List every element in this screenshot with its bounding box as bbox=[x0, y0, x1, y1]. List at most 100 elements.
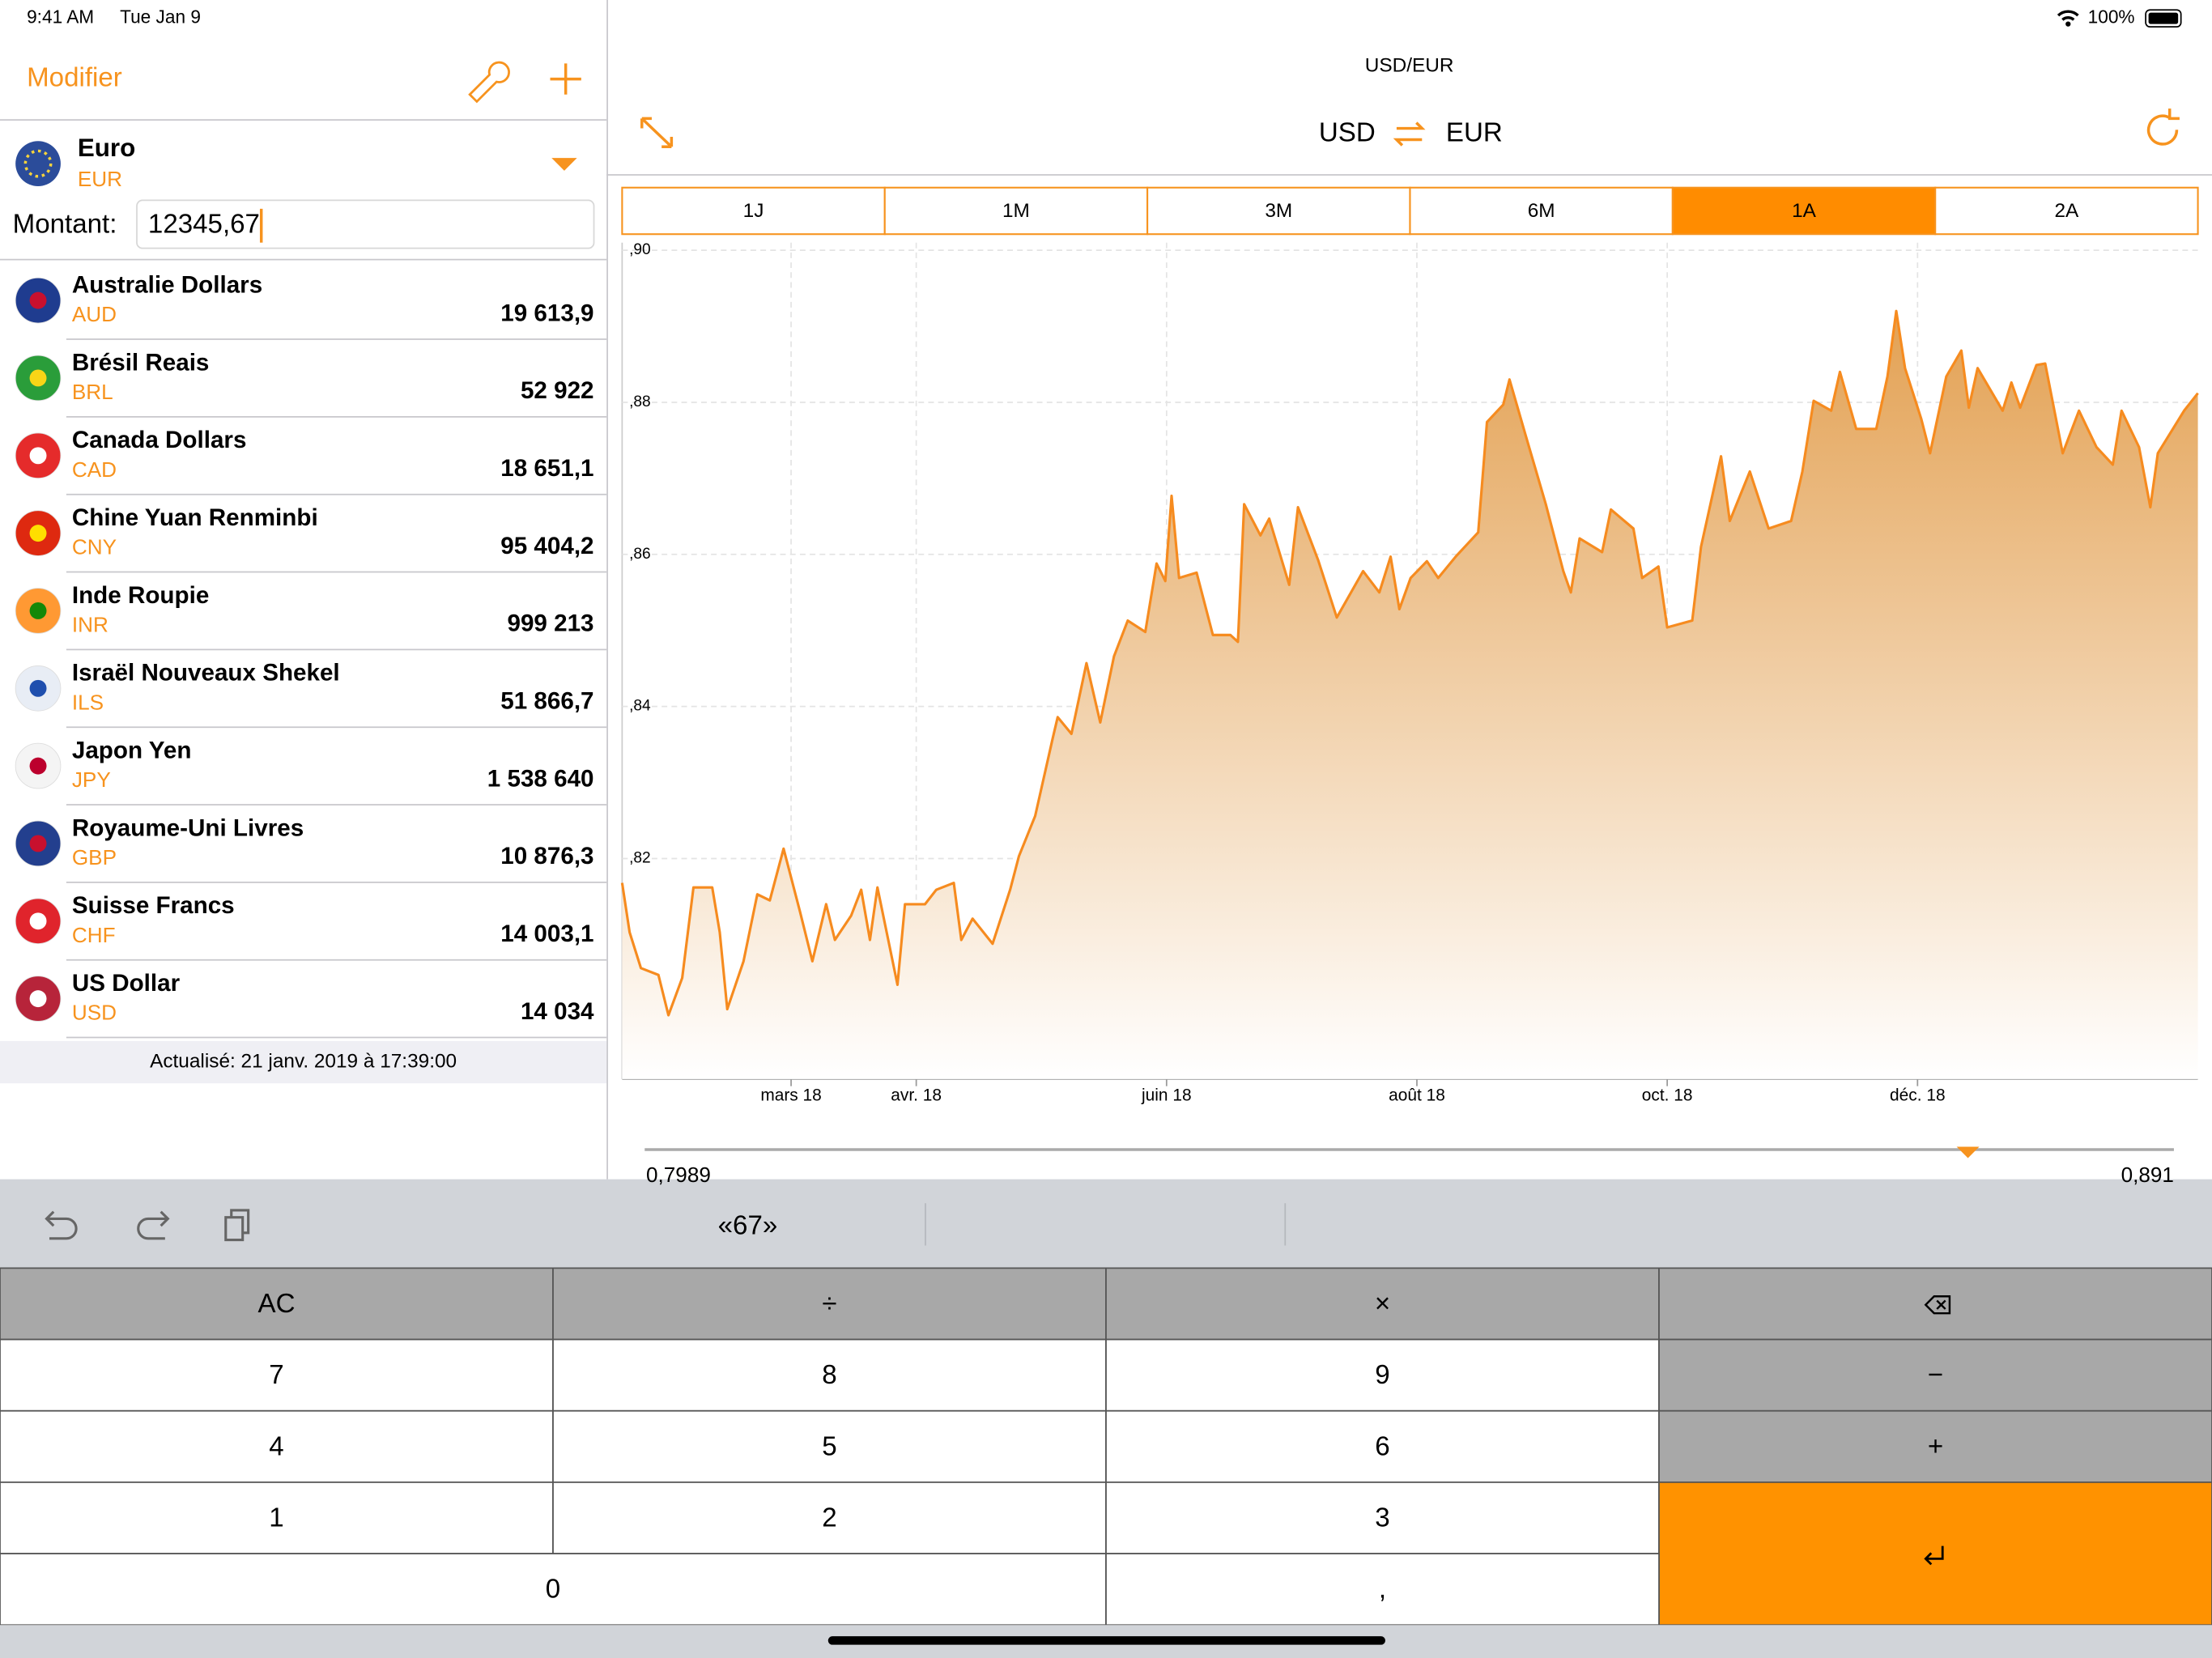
refresh-icon[interactable] bbox=[2146, 108, 2180, 146]
expand-icon[interactable] bbox=[640, 117, 674, 148]
area-fill bbox=[622, 311, 2198, 1079]
key-label[interactable]: − bbox=[1928, 1360, 1943, 1390]
currency-code: JPY bbox=[72, 767, 111, 792]
range-label[interactable]: 1A bbox=[1792, 200, 1817, 222]
flag-detail bbox=[29, 679, 47, 697]
keyboard: «67» AC ÷ × 7 8 9 − 4 5 6 +1 2 3 0, bbox=[0, 1179, 2212, 1658]
wifi-icon bbox=[2057, 10, 2079, 21]
y-tick-label: ,86 bbox=[629, 546, 651, 563]
key-label[interactable]: 7 bbox=[269, 1360, 283, 1390]
key-label[interactable]: + bbox=[1928, 1431, 1943, 1461]
status-time: 9:41 AM bbox=[27, 6, 94, 28]
from-currency[interactable]: USD bbox=[1319, 117, 1376, 147]
currency-name[interactable]: Japon Yen bbox=[72, 738, 192, 764]
key-label[interactable]: 9 bbox=[1375, 1360, 1389, 1390]
currency-code: AUD bbox=[72, 302, 117, 326]
range-label[interactable]: 3M bbox=[1265, 200, 1292, 222]
paste-icon[interactable] bbox=[224, 1209, 250, 1242]
x-tick-label: avr. 18 bbox=[891, 1086, 942, 1104]
currency-code: BRL bbox=[72, 380, 113, 404]
key-label[interactable]: 4 bbox=[269, 1431, 283, 1461]
key-label[interactable]: AC bbox=[258, 1289, 296, 1319]
currency-name[interactable]: Israël Nouveaux Shekel bbox=[72, 660, 340, 687]
key-label[interactable]: 1 bbox=[269, 1503, 283, 1533]
key-label[interactable]: 5 bbox=[822, 1431, 836, 1461]
status-date: Tue Jan 9 bbox=[120, 6, 201, 28]
flag-detail bbox=[29, 525, 47, 542]
undo-icon[interactable] bbox=[45, 1210, 78, 1240]
amount-input[interactable] bbox=[136, 199, 595, 249]
currency-amount: 18 651,1 bbox=[500, 455, 593, 482]
currency-name[interactable]: US Dollar bbox=[72, 970, 181, 997]
battery-level bbox=[2148, 12, 2179, 24]
currency-name[interactable]: Canada Dollars bbox=[72, 427, 247, 453]
key[interactable] bbox=[1105, 1482, 1660, 1554]
key[interactable] bbox=[1658, 1267, 2212, 1341]
y-tick-label: ,90 bbox=[629, 241, 651, 258]
range-button[interactable] bbox=[1409, 186, 1674, 236]
y-tick-label: ,88 bbox=[629, 393, 651, 410]
settings-icon[interactable] bbox=[468, 61, 510, 104]
key[interactable] bbox=[1658, 1482, 2212, 1626]
currency-name[interactable]: Chine Yuan Renminbi bbox=[72, 504, 318, 531]
enter-icon[interactable] bbox=[1924, 1545, 1944, 1566]
key[interactable] bbox=[1105, 1409, 1660, 1483]
key-label[interactable]: 0 bbox=[546, 1575, 560, 1605]
range-button[interactable] bbox=[1934, 186, 2199, 236]
key[interactable] bbox=[0, 1338, 554, 1412]
key[interactable] bbox=[0, 1482, 554, 1554]
range-button[interactable] bbox=[883, 186, 1149, 236]
key-label[interactable]: 8 bbox=[822, 1360, 836, 1390]
range-label[interactable]: 1M bbox=[1002, 200, 1030, 222]
key-label[interactable]: 2 bbox=[822, 1503, 836, 1533]
key[interactable] bbox=[1658, 1409, 2212, 1483]
pair-title: USD/EUR bbox=[1365, 54, 1454, 76]
backspace-icon[interactable] bbox=[1924, 1295, 1951, 1315]
y-tick-label: ,84 bbox=[629, 698, 651, 715]
key-label[interactable]: 6 bbox=[1375, 1431, 1389, 1461]
currency-name[interactable]: Royaume-Uni Livres bbox=[72, 814, 304, 841]
battery-icon bbox=[2145, 9, 2182, 28]
x-tick-label: août 18 bbox=[1389, 1086, 1445, 1104]
key[interactable] bbox=[552, 1338, 1107, 1412]
key[interactable] bbox=[1105, 1553, 1660, 1626]
to-currency[interactable]: EUR bbox=[1446, 117, 1503, 147]
key[interactable] bbox=[1105, 1338, 1660, 1412]
slider-min: 0,7989 bbox=[646, 1163, 711, 1187]
range-button[interactable] bbox=[621, 186, 886, 236]
currency-name[interactable]: Suisse Francs bbox=[72, 892, 235, 919]
x-tick-label: juin 18 bbox=[1141, 1086, 1192, 1104]
key-label[interactable]: , bbox=[1379, 1575, 1386, 1605]
range-label[interactable]: 6M bbox=[1528, 200, 1555, 222]
edit-button[interactable]: Modifier bbox=[27, 62, 122, 92]
amount-value[interactable]: 12345,67 bbox=[148, 210, 260, 240]
flag-detail bbox=[29, 835, 47, 852]
key[interactable] bbox=[1658, 1338, 2212, 1412]
currency-name[interactable]: Brésil Reais bbox=[72, 349, 210, 376]
range-label[interactable]: 1J bbox=[743, 200, 764, 222]
currency-name[interactable]: Australie Dollars bbox=[72, 272, 262, 299]
currency-name[interactable]: Inde Roupie bbox=[72, 582, 209, 609]
key[interactable] bbox=[0, 1553, 1107, 1626]
swap-icon[interactable] bbox=[1393, 121, 1426, 147]
key-label[interactable]: × bbox=[1375, 1289, 1390, 1319]
range-button[interactable] bbox=[1146, 186, 1411, 236]
key[interactable] bbox=[0, 1267, 554, 1341]
key[interactable] bbox=[552, 1409, 1107, 1483]
flag-detail bbox=[29, 990, 47, 1008]
base-dropdown[interactable] bbox=[551, 158, 577, 171]
key[interactable] bbox=[552, 1482, 1107, 1554]
range-label[interactable]: 2A bbox=[2054, 200, 2079, 222]
key-label[interactable]: ÷ bbox=[822, 1289, 836, 1319]
key[interactable] bbox=[552, 1267, 1107, 1341]
currency-amount: 19 613,9 bbox=[500, 300, 593, 326]
redo-icon[interactable] bbox=[137, 1210, 170, 1240]
slider-thumb[interactable] bbox=[1956, 1146, 1980, 1158]
x-tick-label: mars 18 bbox=[760, 1086, 821, 1104]
currency-code: GBP bbox=[72, 845, 117, 869]
add-icon[interactable] bbox=[550, 63, 581, 95]
key-label[interactable]: 3 bbox=[1375, 1503, 1389, 1533]
